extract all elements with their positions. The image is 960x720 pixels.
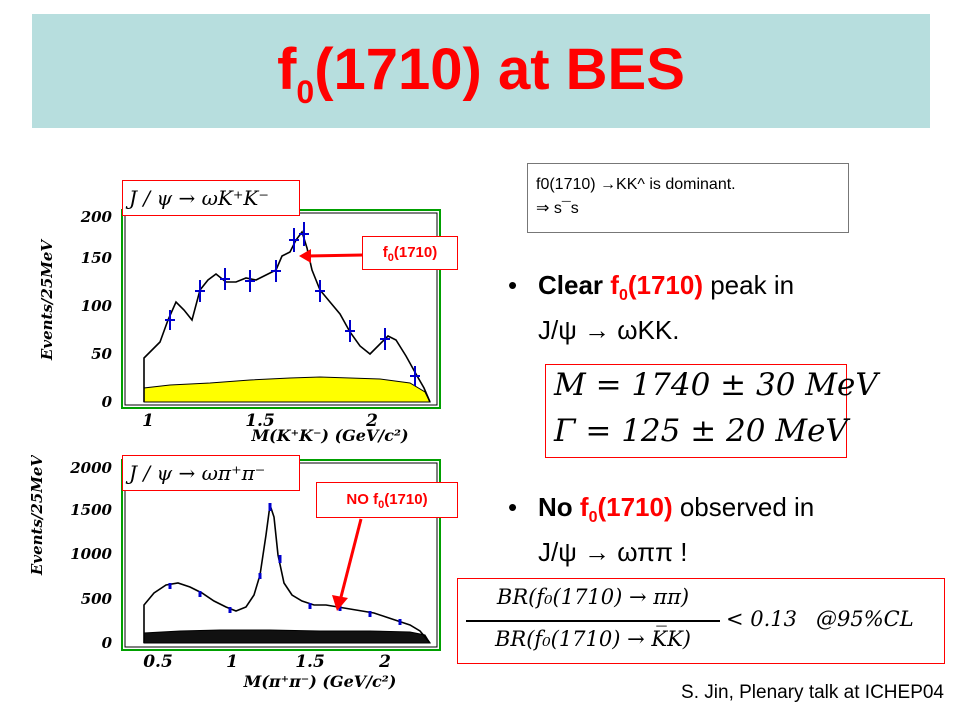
top-xtick: 2	[365, 411, 378, 431]
width-value: Γ = 125 ± 20 MeV	[554, 413, 848, 449]
bottom-ytick: 500	[81, 590, 113, 608]
bottom-ytick: 0	[102, 634, 113, 652]
ratio-relation: < 0.13	[726, 607, 798, 631]
bottom-plot-ylabel: Events/25MeV	[28, 455, 46, 576]
note-line-2: ⇒ s¯s	[536, 200, 579, 217]
top-plot-background-fill	[143, 376, 431, 403]
bottom-plot-histogram	[143, 504, 431, 644]
top-ytick: 150	[81, 249, 113, 267]
bottom-plot-data-points	[168, 503, 402, 625]
mass-value: M = 1740 ± 30 MeV	[554, 367, 878, 403]
bullet-clear-peak: • Clear f0(1710) peak in J/ψ → ωKK.	[508, 268, 928, 347]
top-process-label: J / ψ → ωK⁺K⁻	[129, 186, 269, 210]
bottom-process-label-box: J / ψ → ωπ⁺π⁻	[122, 455, 300, 491]
ratio-confidence-level: @95%CL	[816, 607, 914, 631]
ratio-denominator: BR(f₀(1710) → K̅K)	[495, 627, 691, 651]
credit: S. Jin, Plenary talk at ICHEP04	[681, 682, 944, 703]
bottom-ytick: 1000	[70, 545, 112, 563]
top-ytick: 200	[80, 208, 113, 226]
ratio-box: BR(f₀(1710) → ππ) BR(f₀(1710) → K̅K) < 0…	[457, 578, 945, 664]
top-ytick: 100	[81, 297, 113, 315]
bottom-xtick: 1.5	[295, 652, 325, 672]
slide-title: f0(1710) at BES	[277, 37, 685, 110]
title-bar	[32, 14, 930, 128]
bottom-plot: Events/25MeV 0 500 1000 1500 2000 0.5 1 …	[28, 455, 441, 691]
bullet-no-f0-line2: J/ψ → ωππ !	[538, 537, 688, 568]
bottom-ytick: 1500	[70, 501, 112, 519]
top-xtick: 1.5	[245, 411, 275, 431]
note-line-1: f0(1710) →KK^ is dominant.	[536, 176, 736, 193]
bottom-xtick: 1	[226, 652, 238, 672]
top-process-label-box: J / ψ → ωK⁺K⁻	[122, 180, 300, 216]
bottom-process-label: J / ψ → ωπ⁺π⁻	[129, 461, 266, 485]
mass-width-box: M = 1740 ± 30 MeV Γ = 125 ± 20 MeV	[545, 364, 878, 458]
f0-annotation-arrow	[299, 249, 364, 263]
note-box: f0(1710) →KK^ is dominant. ⇒ s¯s	[527, 163, 849, 233]
top-plot-data-points	[165, 222, 420, 386]
bullet-clear-peak-line2: J/ψ → ωKK.	[538, 315, 680, 346]
top-plot: Events/25MeV 0 50 100 150 200 1 1.5 2 M(…	[38, 208, 441, 445]
ratio-numerator: BR(f₀(1710) → ππ)	[496, 585, 690, 609]
top-plot-xlabel: M(K⁺K⁻) (GeV/c²)	[250, 426, 408, 445]
top-ytick: 0	[102, 393, 113, 411]
top-plot-histogram	[143, 230, 431, 403]
bottom-xtick: 0.5	[143, 652, 173, 672]
bottom-plot-background-fill	[143, 629, 431, 644]
ratio-fraction-bar	[466, 620, 720, 622]
top-ytick: 50	[91, 345, 112, 363]
top-xtick: 1	[142, 411, 154, 431]
bottom-xtick: 2	[378, 652, 391, 672]
top-plot-ylabel: Events/25MeV	[38, 239, 56, 361]
no-f0-annotation-arrow	[332, 518, 363, 611]
f0-annotation-box: f0(1710)	[362, 236, 458, 270]
no-f0-annotation-box: NO f0(1710)	[316, 482, 458, 518]
bullet-no-f0: • No f0(1710) observed in J/ψ → ωππ !	[508, 490, 928, 569]
bottom-plot-xlabel: M(π⁺π⁻) (GeV/c²)	[243, 672, 397, 691]
bottom-ytick: 2000	[69, 459, 112, 477]
